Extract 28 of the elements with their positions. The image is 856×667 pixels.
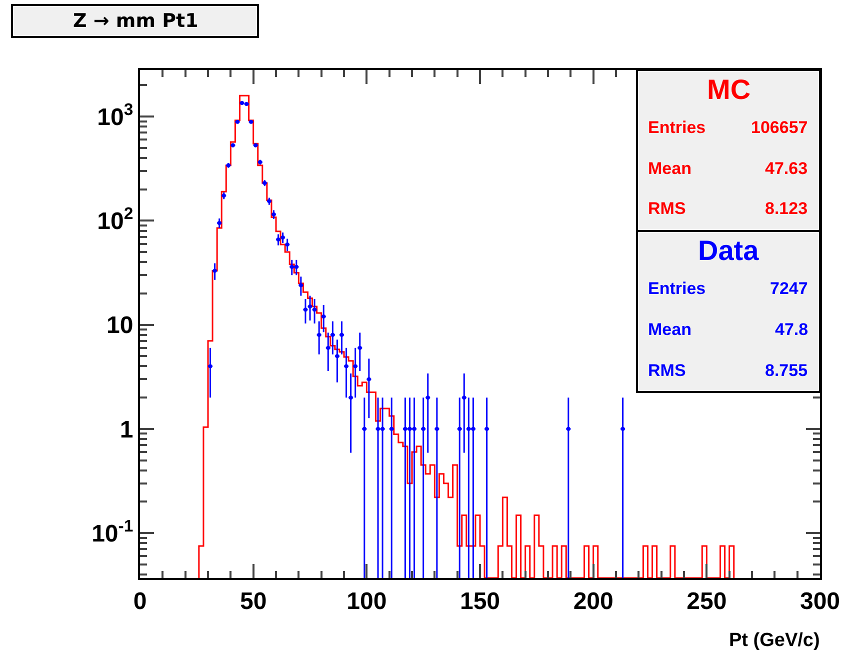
annotation: 8.755 (765, 361, 808, 380)
x-tick-label: 200 (573, 588, 614, 615)
annotation: 106657 (751, 118, 808, 137)
annotation: Mean (648, 159, 692, 178)
annotation: 7247 (770, 279, 808, 298)
x-tick-label: 300 (800, 588, 840, 615)
annotation: 8.123 (765, 199, 808, 218)
annotation: RMS (648, 199, 686, 218)
text: Data (698, 235, 760, 266)
x-tick-label: 150 (460, 588, 500, 615)
chart-title: Z → mm Pt1 (73, 10, 198, 32)
annotation: Mean (648, 320, 692, 339)
x-tick-label: 50 (240, 588, 267, 615)
y-tick-label: 10$^{3}$ (97, 100, 134, 131)
y-tick-label: 10$^{2}$ (97, 204, 134, 236)
x-tick-label: 250 (686, 588, 727, 615)
x-axis-title: Pt (GeV/c) (729, 630, 820, 651)
x-tick-label: 100 (346, 588, 387, 615)
annotation: 47.63 (765, 159, 808, 178)
y-tick-label: 10$^{-1}$ (92, 516, 134, 548)
annotation: Entries (648, 118, 706, 137)
text: MC (707, 74, 751, 105)
x-tick-label: 0 (133, 588, 147, 615)
y-tick-label: 10 (106, 312, 134, 340)
annotation: 47.8 (775, 320, 808, 339)
annotation: RMS (648, 361, 686, 380)
annotation: Entries (648, 279, 706, 298)
y-tick-label: 1 (120, 416, 134, 444)
